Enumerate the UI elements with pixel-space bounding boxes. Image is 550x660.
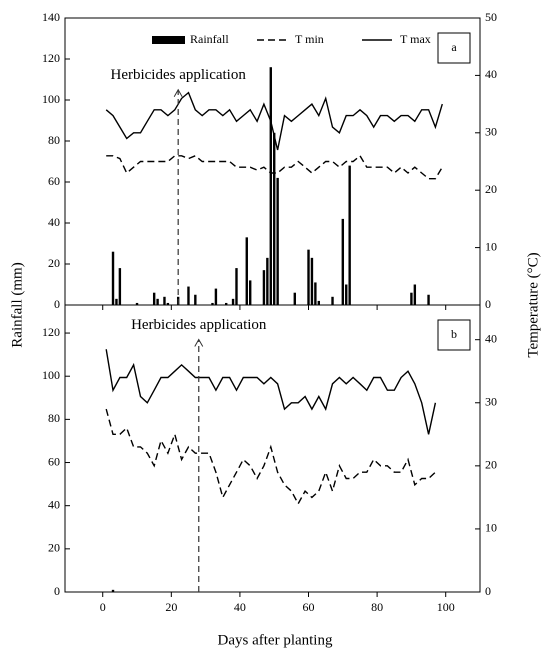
y-tick-label: 40	[48, 497, 60, 511]
annotation-text: Herbicides application	[110, 67, 246, 83]
rain-bar	[262, 270, 266, 305]
y-tick-label: 40	[48, 215, 60, 229]
y-tick-label: 100	[42, 368, 60, 382]
tmax-line	[105, 91, 443, 151]
rain-bar	[156, 298, 159, 305]
rain-bar	[410, 292, 413, 305]
rain-bar	[194, 294, 197, 305]
y2-tick-label: 40	[485, 67, 497, 81]
y-tick-label: 100	[42, 92, 60, 106]
rain-bar	[231, 298, 235, 305]
rain-bar	[269, 67, 272, 305]
y-axis-label: Rainfall (mm)	[9, 262, 25, 347]
rain-bar	[235, 268, 238, 305]
y-tick-label: 0	[54, 297, 60, 311]
rain-bar	[111, 589, 115, 592]
rain-bar	[276, 177, 279, 305]
rain-bar	[249, 280, 252, 305]
rain-bar	[152, 292, 156, 305]
y-tick-label: 120	[42, 51, 60, 65]
annotation-text: Herbicides application	[131, 317, 267, 333]
y-tick-label: 80	[48, 133, 60, 147]
x-tick-label: 20	[165, 600, 177, 614]
rain-bar	[331, 296, 334, 305]
rain-bar	[111, 251, 115, 305]
y-tick-label: 80	[48, 411, 60, 425]
rain-bar	[427, 294, 430, 305]
arrow-head	[194, 338, 204, 347]
y2-tick-label: 0	[485, 297, 491, 311]
tmin-line	[105, 408, 436, 506]
rain-bar	[118, 268, 122, 305]
x-tick-label: 80	[371, 600, 383, 614]
rain-bar	[314, 282, 317, 305]
arrow-head	[173, 88, 183, 97]
x-tick-label: 0	[100, 600, 106, 614]
x-tick-label: 100	[437, 600, 455, 614]
y2-tick-label: 0	[485, 584, 491, 598]
rain-bar	[135, 302, 139, 305]
y2-axis-label: Temperature (°C)	[525, 252, 541, 357]
y2-tick-label: 10	[485, 239, 497, 253]
panel-label: a	[451, 40, 457, 54]
rain-bar	[345, 284, 348, 305]
rain-bar	[413, 284, 417, 305]
plot-frame	[64, 304, 481, 593]
plot-frame	[64, 17, 481, 306]
rain-bar	[187, 286, 190, 305]
rain-bar	[310, 257, 314, 305]
rain-bar	[224, 302, 228, 305]
rain-bar	[211, 302, 214, 305]
y2-tick-label: 40	[485, 331, 497, 345]
legend-label: T max	[400, 32, 431, 46]
x-tick-label: 60	[303, 600, 315, 614]
rain-bar	[293, 292, 296, 305]
legend-label: Rainfall	[190, 32, 229, 46]
x-tick-label: 40	[234, 600, 246, 614]
rain-bar	[273, 132, 276, 305]
y-tick-label: 120	[42, 325, 60, 339]
rain-bar	[341, 218, 345, 305]
legend-swatch	[152, 36, 185, 44]
y-tick-label: 20	[48, 541, 60, 555]
x-axis-label: Days after planting	[218, 632, 333, 648]
rain-bar	[245, 237, 248, 305]
y2-tick-label: 50	[485, 10, 497, 24]
y2-tick-label: 20	[485, 458, 497, 472]
y-tick-label: 60	[48, 174, 60, 188]
rain-bar	[166, 302, 170, 305]
rain-bar	[266, 257, 269, 305]
legend-label: T min	[295, 32, 324, 46]
y-tick-label: 20	[48, 256, 60, 270]
tmin-line	[106, 154, 443, 180]
y2-tick-label: 20	[485, 182, 497, 196]
rain-bar	[348, 165, 351, 305]
rain-bar	[317, 300, 321, 305]
panel-label-box	[437, 319, 471, 351]
y-tick-label: 140	[42, 10, 60, 24]
y2-tick-label: 10	[485, 521, 497, 535]
panel-label-box	[437, 32, 471, 64]
rain-bar	[115, 298, 118, 305]
y-tick-label: 0	[54, 584, 60, 598]
tmax-line	[105, 349, 437, 435]
y-tick-label: 60	[48, 454, 60, 468]
panel-label: b	[451, 327, 457, 341]
y2-tick-label: 30	[485, 125, 497, 139]
rain-bar	[214, 288, 218, 305]
y2-tick-label: 30	[485, 395, 497, 409]
rain-bar	[307, 249, 310, 305]
rain-bar	[163, 296, 166, 305]
